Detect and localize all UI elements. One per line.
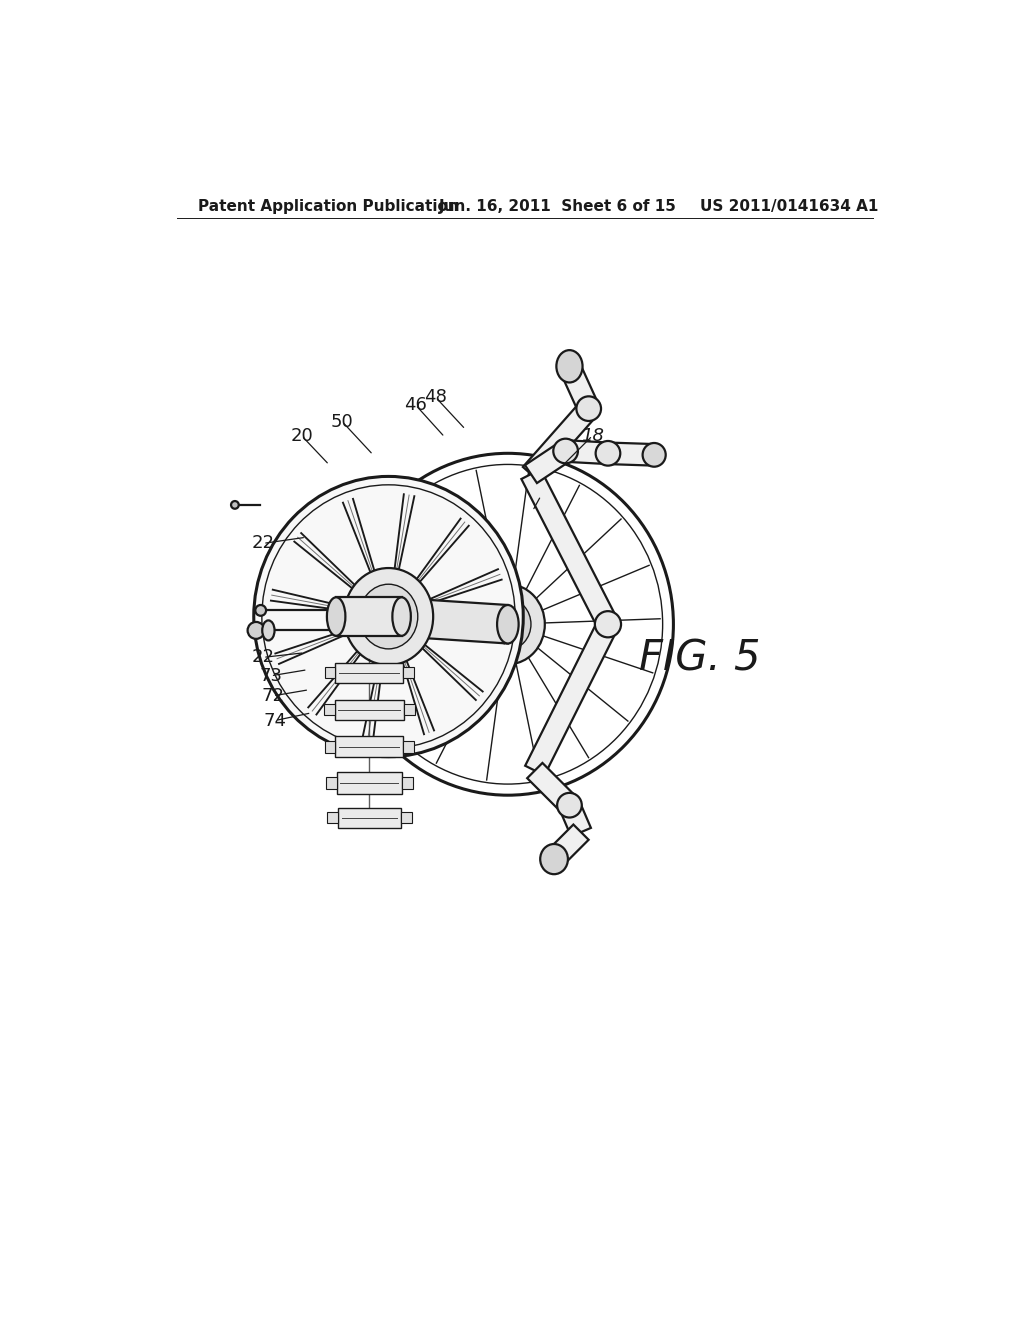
- Polygon shape: [527, 763, 578, 813]
- Text: 50: 50: [331, 413, 353, 430]
- Polygon shape: [325, 668, 336, 678]
- Polygon shape: [326, 776, 337, 789]
- Ellipse shape: [471, 585, 545, 664]
- Polygon shape: [559, 801, 591, 837]
- Polygon shape: [521, 469, 617, 630]
- Ellipse shape: [392, 598, 411, 636]
- Ellipse shape: [643, 444, 666, 467]
- Ellipse shape: [484, 599, 531, 649]
- Ellipse shape: [378, 598, 399, 636]
- Text: Patent Application Publication: Patent Application Publication: [199, 198, 459, 214]
- Circle shape: [231, 502, 239, 508]
- Ellipse shape: [262, 620, 274, 640]
- Text: 20: 20: [290, 426, 313, 445]
- Ellipse shape: [596, 441, 621, 466]
- Polygon shape: [336, 737, 403, 758]
- Text: 46: 46: [404, 396, 427, 413]
- Ellipse shape: [254, 477, 523, 756]
- Text: US 2011/0141634 A1: US 2011/0141634 A1: [700, 198, 879, 214]
- Circle shape: [248, 622, 264, 639]
- Text: 22: 22: [252, 648, 274, 667]
- Text: 48: 48: [424, 388, 446, 407]
- Polygon shape: [403, 741, 414, 752]
- Polygon shape: [336, 663, 403, 682]
- Polygon shape: [523, 401, 597, 482]
- Ellipse shape: [556, 350, 583, 383]
- Ellipse shape: [595, 611, 621, 638]
- Polygon shape: [324, 705, 335, 715]
- Text: 73: 73: [259, 667, 283, 685]
- Polygon shape: [402, 776, 413, 789]
- Text: 72: 72: [261, 686, 285, 705]
- Ellipse shape: [359, 585, 418, 649]
- Ellipse shape: [344, 568, 433, 665]
- Polygon shape: [607, 442, 654, 466]
- Polygon shape: [337, 772, 402, 793]
- Ellipse shape: [541, 843, 568, 874]
- Ellipse shape: [577, 396, 601, 421]
- Polygon shape: [336, 598, 401, 636]
- Text: 22: 22: [252, 535, 274, 552]
- Text: 12: 12: [529, 487, 552, 504]
- Text: 18: 18: [581, 426, 604, 445]
- Polygon shape: [400, 812, 412, 822]
- Polygon shape: [525, 442, 571, 483]
- Polygon shape: [547, 825, 589, 867]
- Polygon shape: [327, 812, 338, 822]
- Ellipse shape: [557, 793, 582, 817]
- Polygon shape: [560, 362, 598, 413]
- Circle shape: [255, 605, 266, 616]
- Polygon shape: [403, 705, 415, 715]
- Ellipse shape: [553, 438, 578, 463]
- Ellipse shape: [497, 605, 518, 644]
- Polygon shape: [325, 741, 336, 752]
- Polygon shape: [565, 441, 608, 465]
- Ellipse shape: [327, 598, 345, 636]
- Text: 74: 74: [264, 711, 287, 730]
- Polygon shape: [403, 668, 414, 678]
- Polygon shape: [388, 598, 508, 644]
- Text: FIG. 5: FIG. 5: [639, 638, 760, 680]
- Polygon shape: [338, 808, 400, 828]
- Polygon shape: [335, 700, 403, 719]
- Text: Jun. 16, 2011  Sheet 6 of 15: Jun. 16, 2011 Sheet 6 of 15: [438, 198, 677, 214]
- Polygon shape: [525, 619, 617, 775]
